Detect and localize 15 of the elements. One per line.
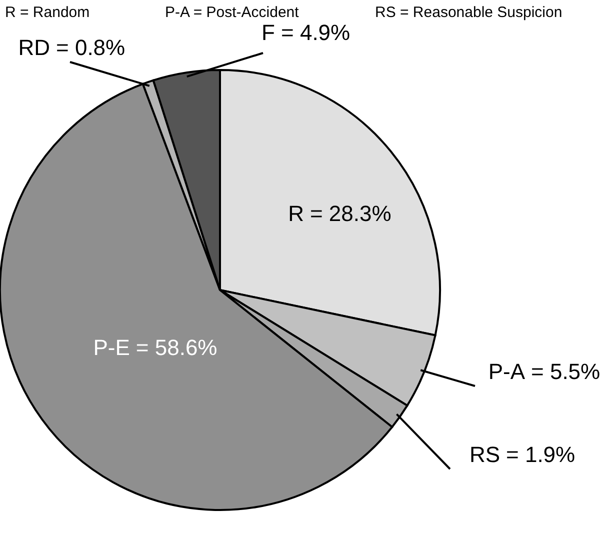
slice-label: RS (469, 442, 500, 467)
text: R = Random (5, 4, 90, 21)
data-label: = 0.8% (56, 35, 126, 60)
slice-label: RD (18, 35, 50, 60)
data-label: = 58.6% (136, 335, 218, 360)
slice-label: R (288, 200, 304, 226)
slice-label: F (262, 20, 275, 45)
data-label: = 4.9% (281, 20, 350, 45)
data-label: = 28.3% (310, 200, 392, 226)
text: P-A = Post-Accident (165, 4, 300, 21)
slice-label: P-A (488, 359, 526, 384)
slice-label: P-E (93, 335, 130, 360)
text: RS = Reasonable Suspicion (375, 4, 562, 21)
data-label: = 5.5% (531, 359, 600, 384)
data-label: = 1.9% (506, 442, 576, 467)
